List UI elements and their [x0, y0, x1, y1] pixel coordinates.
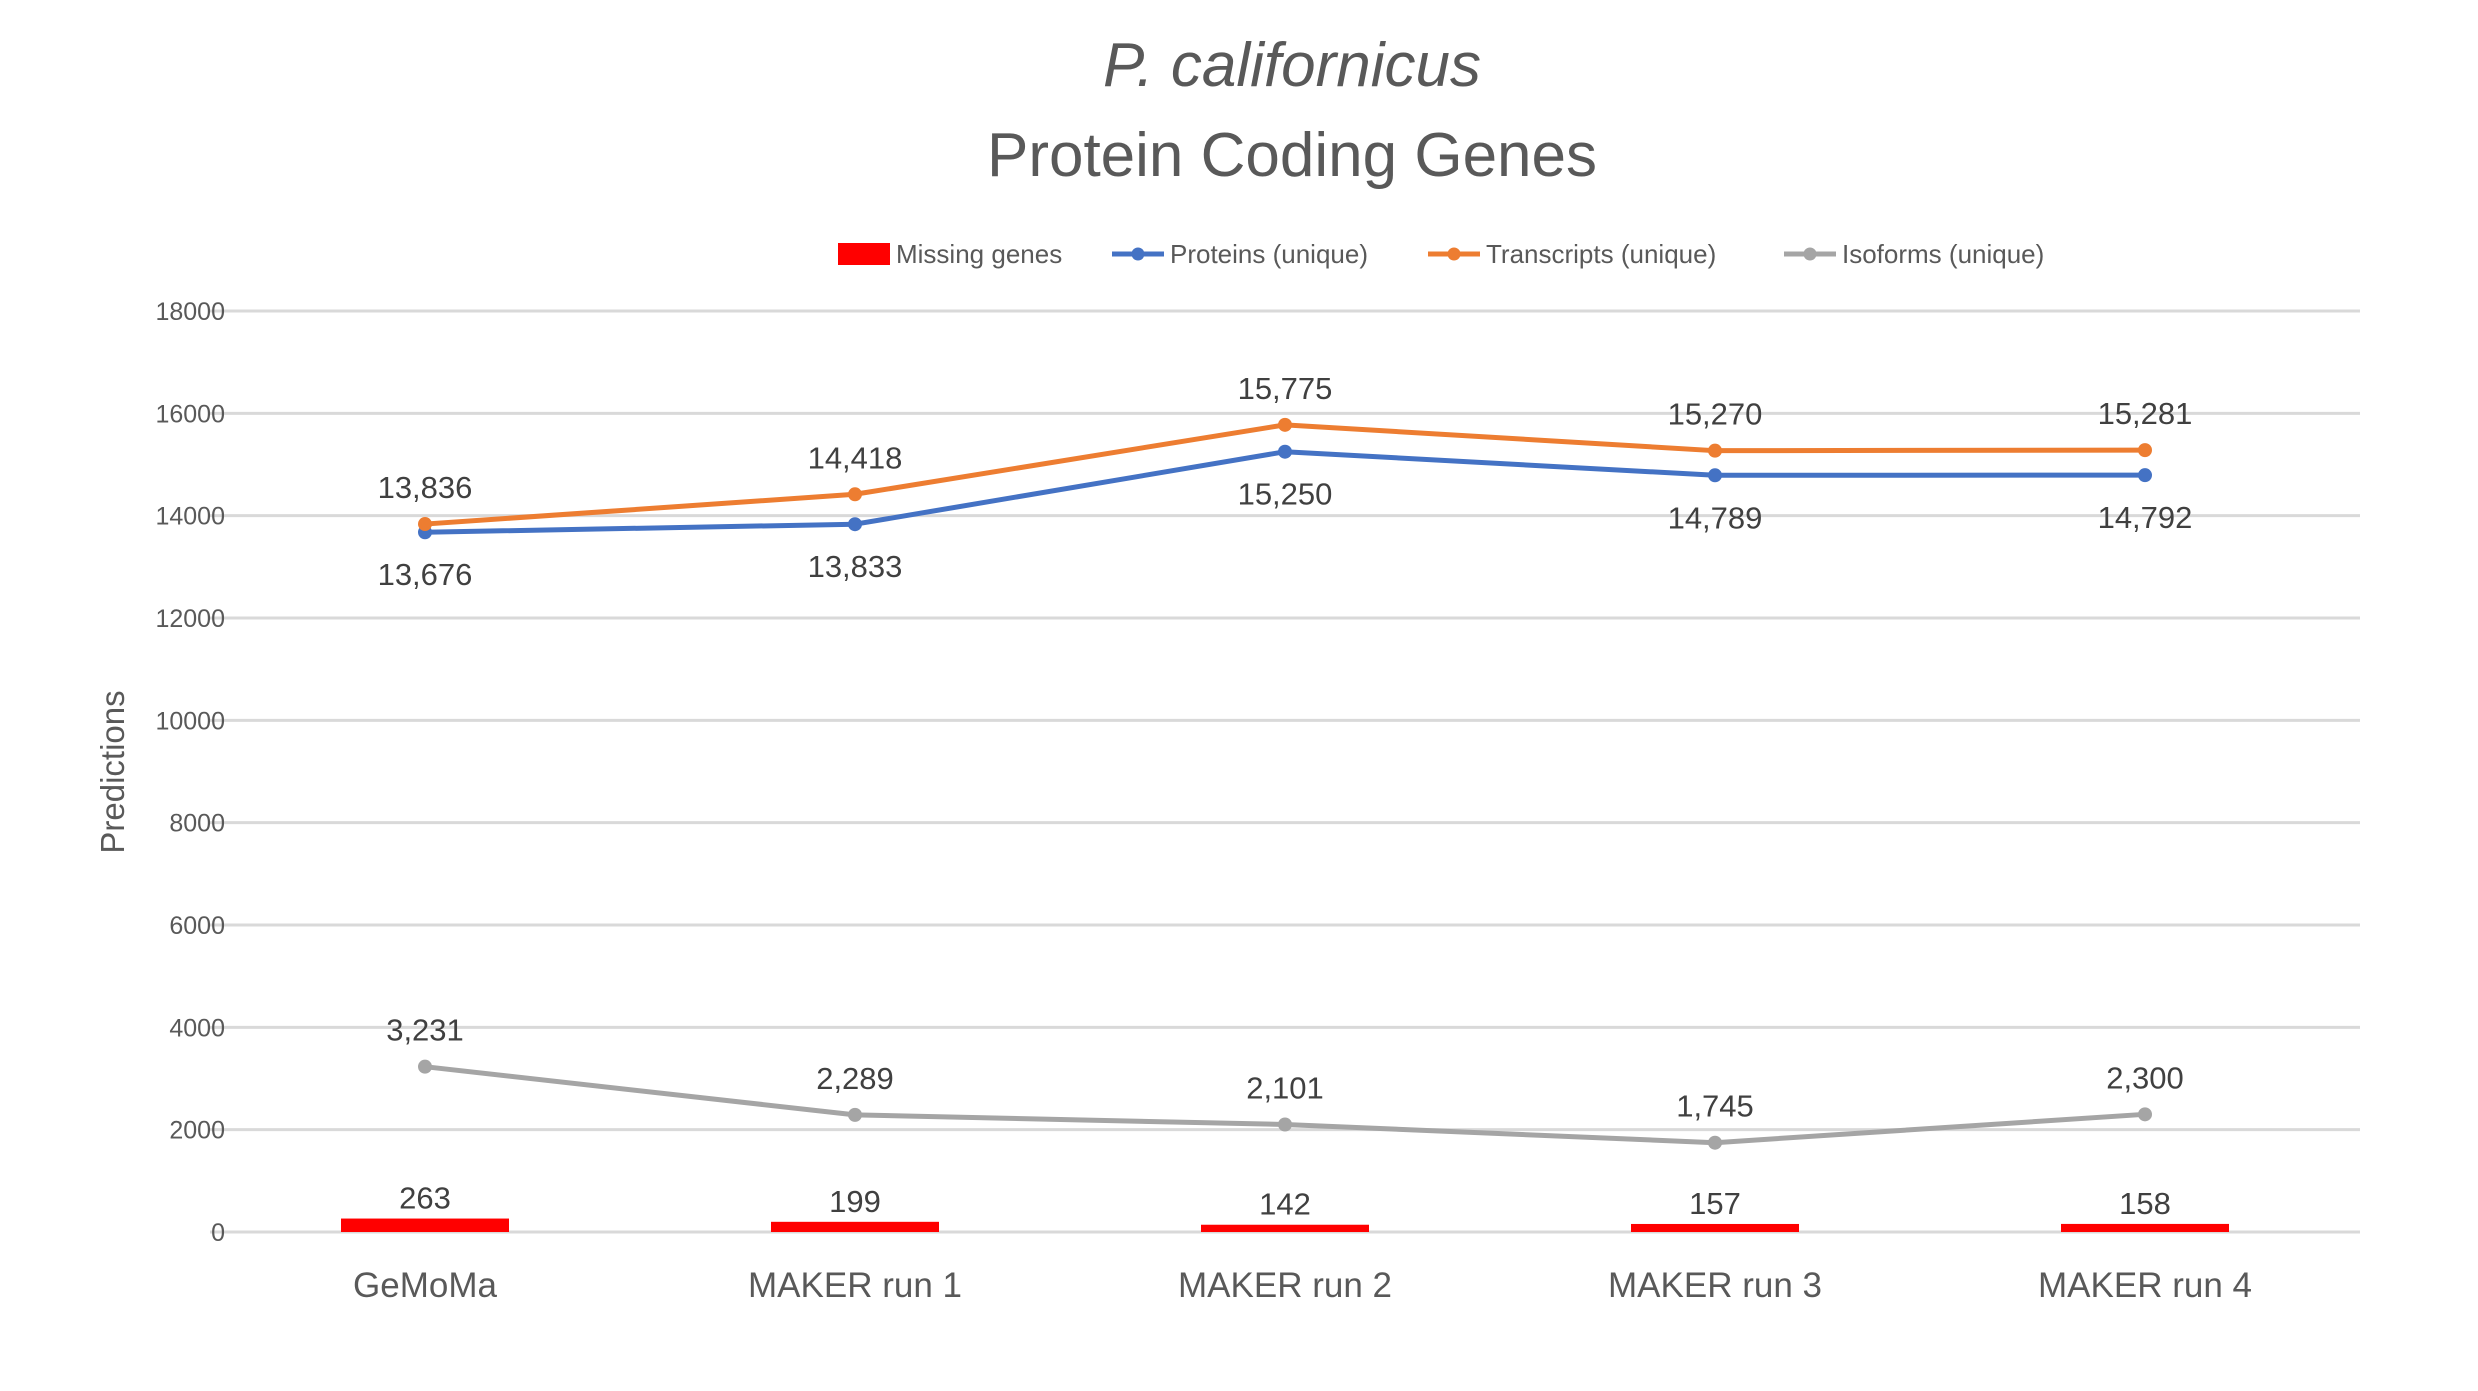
- point-transcripts-unique-gemoma: [418, 517, 432, 532]
- bar-missing-genes-maker-run-1: [771, 1221, 939, 1232]
- y-tick-label: 10000: [155, 707, 225, 735]
- point-transcripts-unique-maker-run-4: [2138, 443, 2152, 458]
- y-tick-label: 6000: [169, 912, 225, 940]
- data-label-transcripts-unique: 14,418: [808, 440, 903, 475]
- x-tick-label-maker-run-1: MAKER run 1: [748, 1266, 962, 1305]
- point-transcripts-unique-maker-run-3: [1708, 443, 1722, 458]
- data-label-missing-genes: 157: [1689, 1186, 1741, 1221]
- legend-label-transcripts-unique: Transcripts (unique): [1486, 239, 1716, 269]
- legend: Missing genes Proteins (unique) Transcript…: [838, 239, 2044, 269]
- point-isoforms-unique-maker-run-2: [1278, 1117, 1292, 1132]
- y-axis-title: Predictions: [94, 690, 131, 853]
- data-label-transcripts-unique: 15,281: [2098, 396, 2193, 431]
- y-tick-label: 16000: [155, 400, 225, 428]
- data-label-proteins-unique: 13,833: [808, 549, 903, 584]
- bar-missing-genes-gemoma: [341, 1218, 509, 1232]
- point-isoforms-unique-maker-run-1: [848, 1107, 862, 1122]
- bars-missing-genes: [341, 1218, 2229, 1232]
- data-label-missing-genes: 263: [399, 1181, 451, 1216]
- legend-marker-isoforms-unique: [1803, 247, 1817, 261]
- series-lines: [418, 417, 2152, 1150]
- legend-label-missing-genes: Missing genes: [896, 239, 1062, 269]
- legend-label-isoforms-unique: Isoforms (unique): [1842, 239, 2044, 269]
- point-isoforms-unique-maker-run-3: [1708, 1135, 1722, 1150]
- legend-marker-transcripts-unique: [1447, 247, 1461, 261]
- legend-marker-proteins-unique: [1131, 247, 1145, 261]
- data-label-isoforms-unique: 3,231: [386, 1013, 464, 1048]
- legend-label-proteins-unique: Proteins (unique): [1170, 239, 1368, 269]
- legend-entry-missing-genes: Missing genes: [838, 239, 1062, 269]
- point-isoforms-unique-maker-run-4: [2138, 1107, 2152, 1122]
- y-tick-label: 0: [211, 1219, 225, 1247]
- legend-swatch-missing-genes: [838, 243, 890, 265]
- legend-entry-transcripts-unique: Transcripts (unique): [1428, 239, 1716, 269]
- x-tick-label-gemoma: GeMoMa: [353, 1266, 497, 1305]
- data-label-missing-genes: 158: [2119, 1186, 2171, 1221]
- y-axis-ticks: 0 2000 4000 6000 8000 10000 12000 14000 16000 180…: [155, 298, 225, 1247]
- chart-title-species: P. californicus: [1103, 31, 1481, 100]
- data-label-proteins-unique: 13,676: [378, 557, 473, 592]
- x-axis-ticks: GeMoMa MAKER run 1 MAKER run 2 MAKER run 3 M…: [353, 1266, 2252, 1305]
- point-proteins-unique-maker-run-2: [1278, 444, 1292, 459]
- data-label-transcripts-unique: 15,270: [1668, 397, 1763, 432]
- x-tick-label-maker-run-3: MAKER run 3: [1608, 1266, 1822, 1305]
- legend-entry-proteins-unique: Proteins (unique): [1112, 239, 1368, 269]
- y-tick-label: 4000: [169, 1014, 225, 1042]
- data-label-missing-genes: 199: [829, 1184, 881, 1219]
- chart-title: Protein Coding Genes: [987, 121, 1597, 190]
- data-label-proteins-unique: 15,250: [1238, 477, 1333, 512]
- y-tick-label: 14000: [155, 503, 225, 531]
- y-tick-label: 8000: [169, 810, 225, 838]
- y-tick-label: 12000: [155, 605, 225, 633]
- bar-missing-genes-maker-run-3: [1631, 1223, 1799, 1232]
- data-labels: 263 199 142 157 158 13,676 13,833 15,250 14,789 1…: [378, 371, 2193, 1222]
- x-tick-label-maker-run-2: MAKER run 2: [1178, 1266, 1392, 1305]
- point-isoforms-unique-gemoma: [418, 1059, 432, 1074]
- point-transcripts-unique-maker-run-2: [1278, 417, 1292, 432]
- data-label-transcripts-unique: 15,775: [1238, 371, 1333, 406]
- data-label-isoforms-unique: 2,300: [2106, 1060, 2184, 1095]
- gridlines: [210, 309, 2360, 1234]
- data-label-proteins-unique: 14,789: [1668, 500, 1763, 535]
- x-tick-label-maker-run-4: MAKER run 4: [2038, 1266, 2252, 1305]
- point-proteins-unique-maker-run-3: [1708, 468, 1722, 483]
- legend-entry-isoforms-unique: Isoforms (unique): [1784, 239, 2044, 269]
- bar-missing-genes-maker-run-4: [2061, 1223, 2229, 1232]
- data-label-isoforms-unique: 2,289: [816, 1061, 894, 1096]
- data-label-proteins-unique: 14,792: [2098, 500, 2193, 535]
- point-proteins-unique-maker-run-1: [848, 517, 862, 532]
- bar-missing-genes-maker-run-2: [1201, 1224, 1369, 1232]
- data-label-isoforms-unique: 1,745: [1676, 1089, 1754, 1124]
- point-transcripts-unique-maker-run-1: [848, 487, 862, 502]
- y-tick-label: 18000: [155, 298, 225, 326]
- data-label-transcripts-unique: 13,836: [378, 470, 473, 505]
- y-tick-label: 2000: [169, 1117, 225, 1145]
- data-label-isoforms-unique: 2,101: [1246, 1070, 1324, 1105]
- data-label-missing-genes: 142: [1259, 1187, 1311, 1222]
- point-proteins-unique-maker-run-4: [2138, 468, 2152, 483]
